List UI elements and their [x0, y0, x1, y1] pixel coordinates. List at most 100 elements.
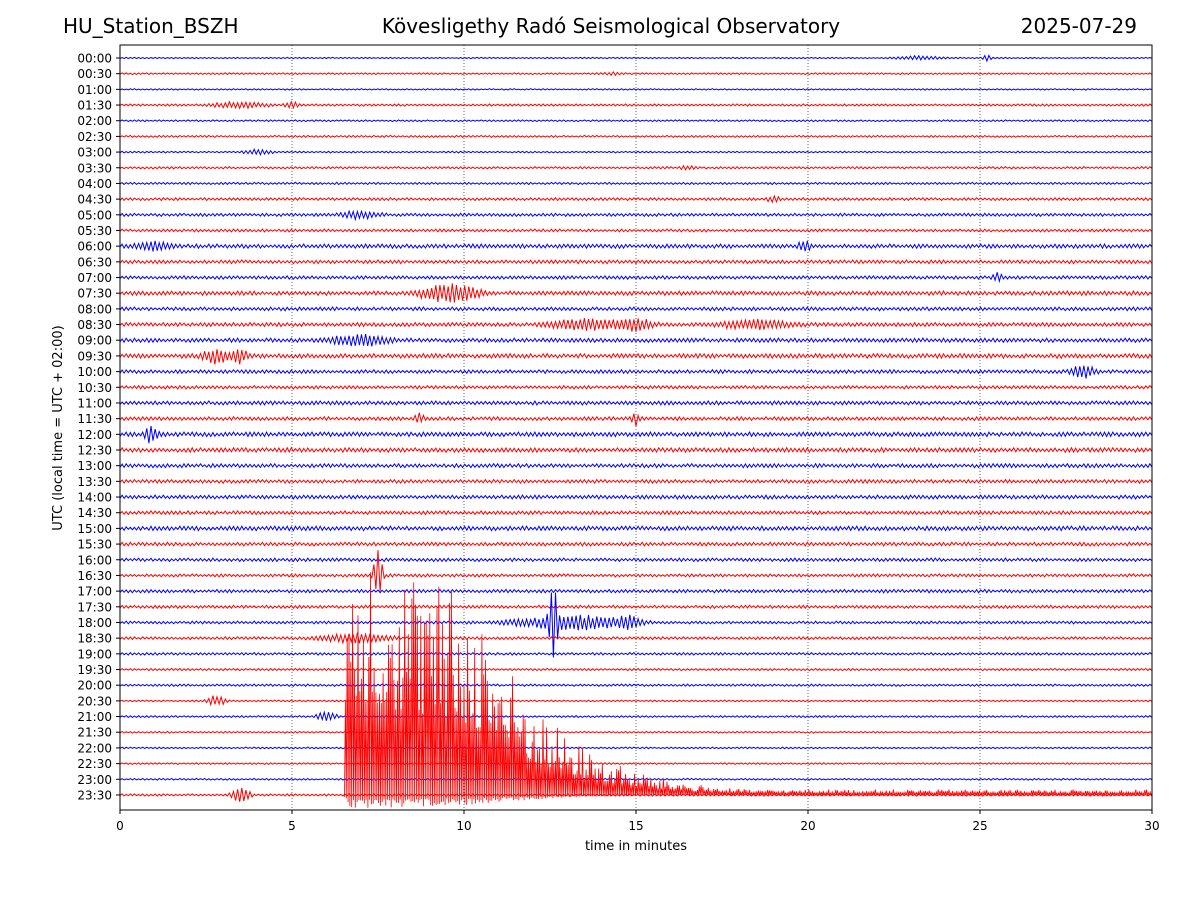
- trace-row-1: [119, 70, 1153, 77]
- trace-row-18: [119, 333, 1153, 347]
- y-tick-label: 18:00: [77, 616, 112, 630]
- y-tick-label: 07:30: [77, 287, 112, 301]
- trace-row-21: [119, 384, 1153, 390]
- y-tick-label: 06:30: [77, 255, 112, 269]
- x-tick-label: 20: [800, 819, 815, 833]
- y-tick-label: 07:00: [77, 271, 112, 285]
- trace-row-44: [119, 746, 1153, 750]
- y-tick-label: 01:30: [77, 99, 112, 113]
- x-axis-ticks: 0 5 10 15 20 25 30: [116, 810, 1160, 833]
- y-tick-label: 22:30: [77, 757, 112, 771]
- trace-row-27: [119, 478, 1153, 485]
- trace-row-8: [119, 181, 1153, 186]
- trace-row-24: [119, 426, 1153, 444]
- trace-row-30: [119, 525, 1153, 532]
- trace-row-42: [119, 710, 1153, 722]
- earthquake-trace: [343, 572, 1153, 808]
- y-tick-label: 11:30: [77, 412, 112, 426]
- earthquake-waveform: [343, 572, 1153, 808]
- y-tick-label: 03:30: [77, 161, 112, 175]
- y-tick-label: 08:30: [77, 318, 112, 332]
- y-tick-label: 22:00: [77, 741, 112, 755]
- y-tick-label: 19:30: [77, 663, 112, 677]
- trace-row-6: [119, 148, 1153, 157]
- y-tick-label: 03:00: [77, 146, 112, 160]
- y-tick-label: 00:30: [77, 67, 112, 81]
- x-axis-label: time in minutes: [585, 839, 687, 854]
- y-tick-label: 06:00: [77, 240, 112, 254]
- trace-row-39: [119, 667, 1153, 672]
- trace-row-17: [119, 318, 1153, 332]
- y-tick-label: 15:00: [77, 522, 112, 536]
- trace-row-16: [119, 306, 1153, 312]
- seismic-traces: [119, 54, 1153, 802]
- y-tick-label: 04:00: [77, 177, 112, 191]
- trace-row-3: [119, 100, 1153, 110]
- y-tick-label: 17:30: [77, 600, 112, 614]
- vertical-gridlines: [291, 45, 981, 810]
- trace-row-36: [119, 592, 1153, 658]
- trace-row-5: [119, 134, 1153, 139]
- trace-row-28: [119, 494, 1153, 500]
- y-tick-label: 23:30: [77, 788, 112, 802]
- x-tick-label: 0: [116, 819, 124, 833]
- trace-row-7: [119, 164, 1153, 171]
- trace-row-9: [119, 194, 1153, 204]
- y-tick-label: 12:30: [77, 444, 112, 458]
- y-tick-label: 05:30: [77, 224, 112, 238]
- trace-row-14: [119, 272, 1153, 284]
- trace-row-13: [119, 259, 1153, 265]
- trace-row-43: [119, 730, 1153, 734]
- chart-title: Kövesligethy Radó Seismological Observat…: [381, 14, 841, 38]
- trace-row-34: [119, 588, 1153, 594]
- trace-row-23: [119, 412, 1153, 427]
- trace-row-19: [119, 349, 1153, 365]
- trace-row-41: [119, 694, 1153, 707]
- y-tick-label: 01:00: [77, 83, 112, 97]
- y-tick-label: 14:30: [77, 506, 112, 520]
- x-tick-label: 15: [628, 819, 643, 833]
- trace-row-26: [119, 462, 1153, 469]
- y-tick-label: 18:30: [77, 632, 112, 646]
- y-tick-label: 20:00: [77, 679, 112, 693]
- record-date: 2025-07-29: [1020, 14, 1137, 38]
- trace-row-45: [119, 762, 1153, 766]
- trace-row-11: [119, 228, 1153, 233]
- trace-row-20: [119, 365, 1153, 379]
- x-tick-label: 10: [456, 819, 471, 833]
- y-axis-label: UTC (local time = UTC + 02:00): [51, 325, 66, 530]
- trace-row-22: [119, 399, 1153, 406]
- y-tick-label: 12:00: [77, 428, 112, 442]
- y-tick-label: 14:00: [77, 491, 112, 505]
- y-tick-label: 09:00: [77, 334, 112, 348]
- trace-row-25: [119, 446, 1153, 454]
- y-tick-label: 09:30: [77, 349, 112, 363]
- trace-row-35: [119, 604, 1153, 610]
- y-tick-label: 13:30: [77, 475, 112, 489]
- y-tick-label: 02:00: [77, 114, 112, 128]
- trace-row-0: [119, 54, 1153, 63]
- trace-row-32: [119, 557, 1153, 563]
- y-tick-label: 23:00: [77, 773, 112, 787]
- trace-row-15: [119, 283, 1153, 303]
- y-tick-label: 05:00: [77, 208, 112, 222]
- y-tick-label: 08:00: [77, 302, 112, 316]
- y-tick-label: 16:00: [77, 553, 112, 567]
- trace-row-12: [119, 240, 1153, 252]
- y-tick-label: 10:30: [77, 381, 112, 395]
- trace-row-38: [119, 651, 1153, 656]
- y-tick-label: 15:30: [77, 538, 112, 552]
- y-tick-label: 10:00: [77, 365, 112, 379]
- trace-row-10: [119, 209, 1153, 222]
- y-tick-label: 16:30: [77, 569, 112, 583]
- trace-row-31: [119, 541, 1153, 547]
- x-tick-label: 25: [972, 819, 987, 833]
- trace-row-37: [119, 632, 1153, 645]
- y-tick-label: 11:00: [77, 396, 112, 410]
- y-tick-label: 19:00: [77, 647, 112, 661]
- y-tick-label: 13:00: [77, 459, 112, 473]
- trace-row-4: [119, 119, 1153, 123]
- x-tick-label: 30: [1144, 819, 1159, 833]
